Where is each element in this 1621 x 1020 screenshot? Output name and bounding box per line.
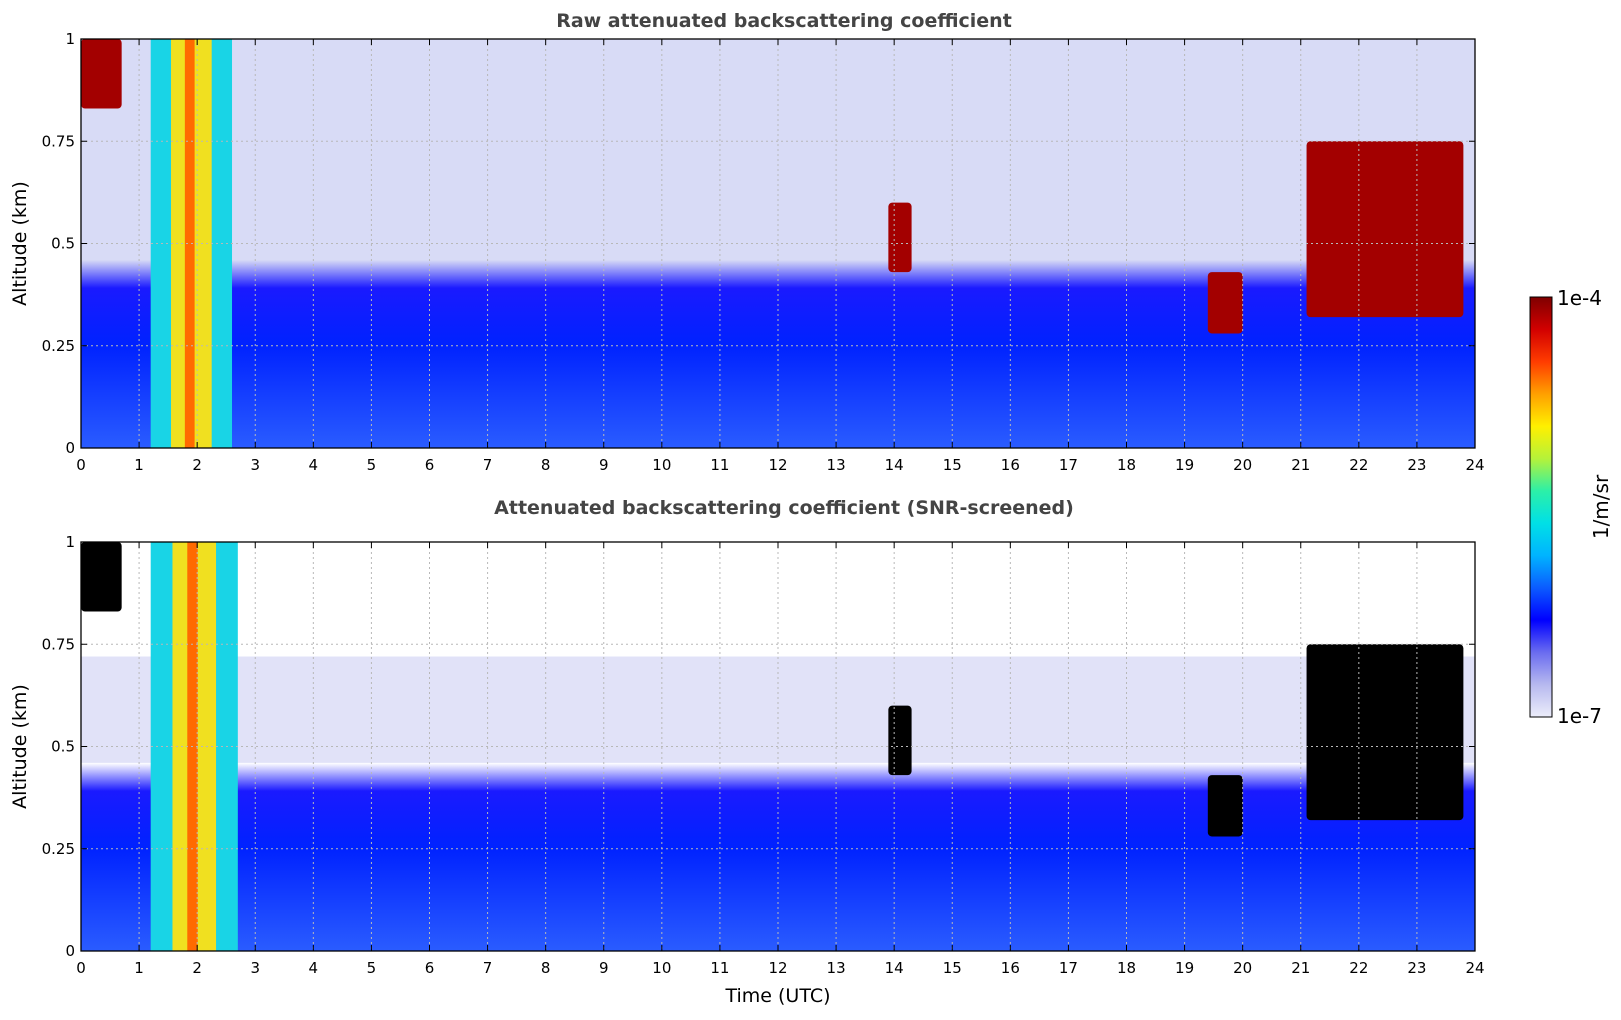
- x-tick-label: 9: [599, 456, 609, 474]
- x-tick-label: 22: [1349, 959, 1368, 977]
- x-axis: 0 1 2 3 4 5 6 7 8 9 10 11 12 13 14 15 16 17 18 19 20 21 22 23 24: [76, 39, 1485, 474]
- y-tick-label: 0.75: [42, 635, 75, 653]
- raw-backscatter-panel: Raw attenuated backscattering coefficien…: [9, 10, 1485, 474]
- x-tick-label: 23: [1407, 456, 1426, 474]
- x-tick-label: 2: [192, 456, 202, 474]
- x-tick-label: 13: [827, 456, 846, 474]
- y-axis-label: Altitude (km): [9, 181, 31, 306]
- y-tick-label: 1: [65, 533, 75, 551]
- x-tick-label: 7: [483, 959, 493, 977]
- x-tick-label: 24: [1465, 456, 1484, 474]
- x-tick-label: 5: [367, 959, 377, 977]
- x-tick-label: 16: [1001, 456, 1020, 474]
- x-tick-label: 13: [827, 959, 846, 977]
- panel-title: Attenuated backscattering coefficient (S…: [494, 497, 1074, 519]
- feature-region: [1306, 644, 1464, 821]
- x-tick-label: 2: [192, 959, 202, 977]
- x-tick-label: 17: [1059, 456, 1078, 474]
- y-axis-label: Altitude (km): [9, 684, 31, 809]
- feature-region: [888, 202, 912, 273]
- x-tick-label: 4: [309, 456, 319, 474]
- x-tick-label: 20: [1233, 959, 1252, 977]
- x-axis-label: Time (UTC): [724, 985, 830, 1007]
- x-tick-label: 22: [1349, 456, 1368, 474]
- feature-region: [1207, 272, 1243, 334]
- x-tick-label: 16: [1001, 959, 1020, 977]
- x-tick-label: 12: [768, 959, 787, 977]
- panel-title: Raw attenuated backscattering coefficien…: [556, 10, 1012, 32]
- x-tick-label: 11: [710, 959, 729, 977]
- x-tick-label: 9: [599, 959, 609, 977]
- x-tick-label: 21: [1291, 959, 1310, 977]
- y-tick-label: 0: [65, 439, 75, 457]
- grid: [81, 39, 1475, 448]
- x-tick-label: 8: [541, 959, 551, 977]
- x-tick-label: 24: [1465, 959, 1484, 977]
- feature-region: [81, 542, 122, 612]
- y-tick-label: 0.5: [51, 738, 75, 756]
- x-tick-label: 3: [250, 959, 260, 977]
- x-tick-label: 12: [768, 456, 787, 474]
- y-axis: 0 0.25 0.5 0.75 1: [42, 30, 1475, 457]
- x-tick-label: 15: [943, 959, 962, 977]
- x-tick-label: 1: [134, 959, 144, 977]
- x-tick-label: 6: [425, 959, 435, 977]
- x-tick-label: 19: [1175, 456, 1194, 474]
- feature-region: [81, 39, 122, 109]
- x-tick-label: 18: [1117, 456, 1136, 474]
- x-tick-label: 20: [1233, 456, 1252, 474]
- x-tick-label: 8: [541, 456, 551, 474]
- colorbar-min-label: 1e-7: [1557, 704, 1602, 728]
- x-axis: 0 1 2 3 4 5 6 7 8 9 10 11 12 13 14 15 16 17 18 19 20 21 22 23 24: [76, 542, 1485, 977]
- x-tick-label: 0: [76, 456, 86, 474]
- x-tick-label: 0: [76, 959, 86, 977]
- y-axis: 0 0.25 0.5 0.75 1: [42, 533, 1475, 960]
- colorbar-gradient: [1529, 296, 1553, 718]
- residual-layer-band: [81, 656, 1475, 763]
- x-tick-label: 7: [483, 456, 493, 474]
- feature-region: [1306, 141, 1464, 318]
- x-tick-label: 10: [652, 959, 671, 977]
- x-tick-label: 4: [309, 959, 319, 977]
- x-tick-label: 11: [710, 456, 729, 474]
- feature-region: [888, 705, 912, 776]
- feature-region: [1207, 775, 1243, 837]
- x-tick-label: 5: [367, 456, 377, 474]
- snr-screened-backscatter-panel: Attenuated backscattering coefficient (S…: [9, 497, 1485, 1007]
- x-tick-label: 14: [885, 959, 904, 977]
- x-tick-label: 23: [1407, 959, 1426, 977]
- y-tick-label: 0.25: [42, 337, 75, 355]
- x-tick-label: 18: [1117, 959, 1136, 977]
- y-tick-label: 0: [65, 942, 75, 960]
- y-tick-label: 0.75: [42, 132, 75, 150]
- x-tick-label: 19: [1175, 959, 1194, 977]
- x-tick-label: 6: [425, 456, 435, 474]
- x-tick-label: 10: [652, 456, 671, 474]
- colorbar-max-label: 1e-4: [1557, 286, 1602, 310]
- x-tick-label: 14: [885, 456, 904, 474]
- feature-core-max: [184, 39, 195, 448]
- y-tick-label: 0.25: [42, 840, 75, 858]
- x-tick-label: 1: [134, 456, 144, 474]
- colorbar: 1e-4 1e-7 1/m/sr: [1529, 286, 1613, 728]
- x-tick-label: 3: [250, 456, 260, 474]
- x-tick-label: 21: [1291, 456, 1310, 474]
- y-tick-label: 0.5: [51, 235, 75, 253]
- grid: [81, 542, 1475, 951]
- x-tick-label: 17: [1059, 959, 1078, 977]
- colorbar-units-label: 1/m/sr: [1589, 474, 1613, 539]
- y-tick-label: 1: [65, 30, 75, 48]
- x-tick-label: 15: [943, 456, 962, 474]
